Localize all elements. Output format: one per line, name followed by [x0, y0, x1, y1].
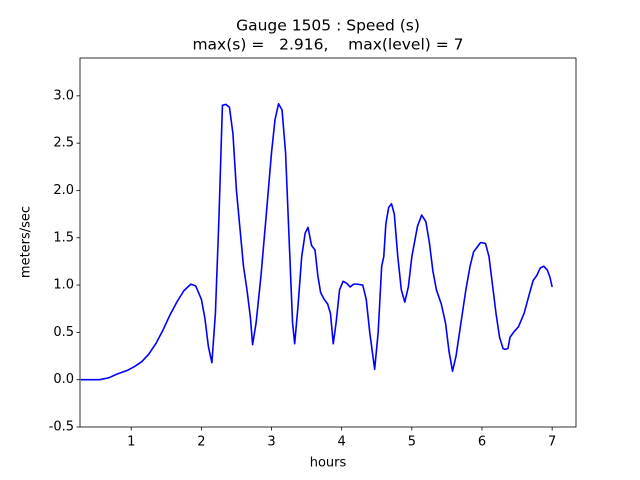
x-tick-label: 7 [548, 435, 556, 450]
x-tick-label: 5 [408, 435, 416, 450]
y-tick-label: 1.0 [53, 278, 74, 293]
x-tick-label: 3 [267, 435, 275, 450]
y-tick-label: 0.5 [53, 325, 74, 340]
y-tick-label: 2.5 [53, 136, 74, 151]
x-tick-label: 2 [197, 435, 205, 450]
x-tick-label: 6 [478, 435, 486, 450]
y-tick-label: 1.5 [53, 230, 74, 245]
chart-subtitle: max(s) = 2.916, max(level) = 7 [192, 36, 463, 54]
y-axis-label: meters/sec [19, 206, 34, 278]
chart-title: Gauge 1505 : Speed (s) [236, 17, 420, 35]
y-tick-label: 0.0 [53, 372, 74, 387]
x-axis-label: hours [310, 456, 347, 471]
y-tick-label: -0.5 [49, 420, 74, 435]
x-tick-label: 1 [127, 435, 135, 450]
plot-frame [79, 57, 577, 428]
x-tick-label: 4 [338, 435, 346, 450]
y-tick-label: 2.0 [53, 183, 74, 198]
y-tick-label: 3.0 [53, 88, 74, 103]
data-line [80, 102, 553, 381]
